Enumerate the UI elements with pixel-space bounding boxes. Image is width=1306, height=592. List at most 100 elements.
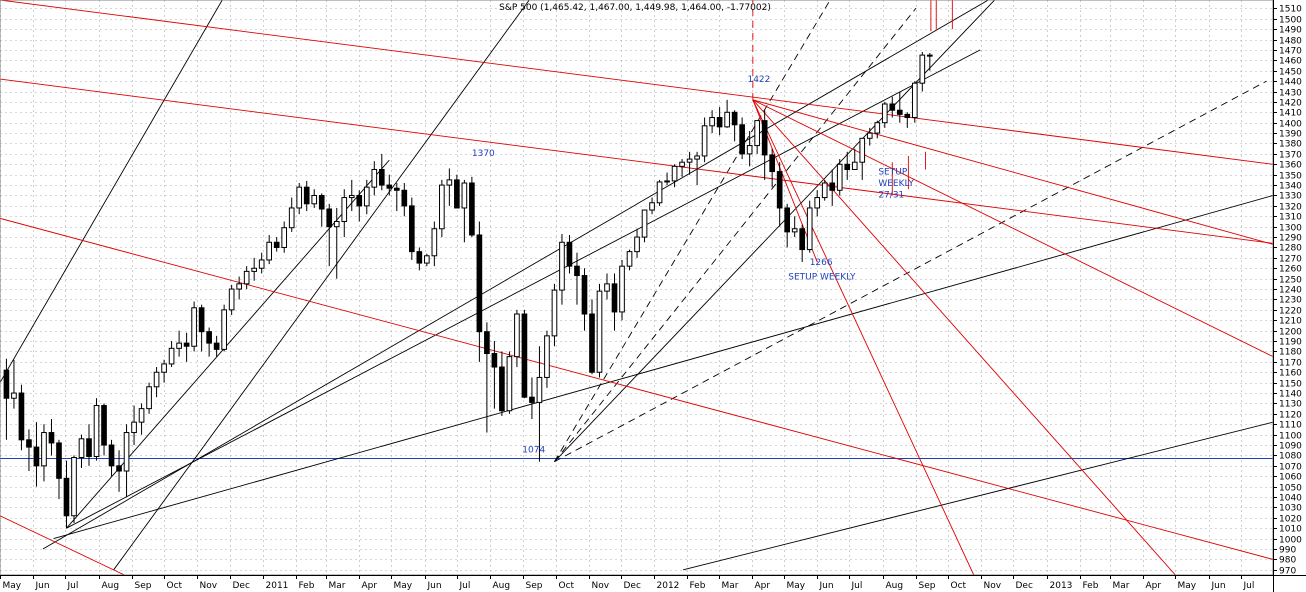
candle xyxy=(408,197,415,260)
candle xyxy=(161,359,167,383)
candle-body xyxy=(281,227,288,248)
x-tick-label: Jul xyxy=(1243,581,1255,591)
candle xyxy=(679,159,685,177)
candle-body xyxy=(3,369,10,399)
candle-body xyxy=(348,194,355,199)
x-tick-label: Aug xyxy=(493,581,511,591)
candle-body xyxy=(123,432,130,472)
trendline xyxy=(0,78,1273,244)
candle-body xyxy=(116,465,122,472)
candle xyxy=(881,101,888,128)
candle-body xyxy=(108,444,115,467)
candle-body xyxy=(454,179,460,209)
candle-body xyxy=(754,120,760,147)
trendline xyxy=(752,99,1273,245)
y-tick-label: 1040 xyxy=(1279,494,1302,504)
candle-body xyxy=(821,182,828,199)
candle xyxy=(664,172,670,186)
candle-body xyxy=(153,371,160,388)
candle xyxy=(829,169,836,206)
trendline xyxy=(0,217,1273,560)
x-tick-label: May xyxy=(394,581,413,591)
candle-body xyxy=(926,54,933,57)
candle xyxy=(904,112,911,128)
x-tick-label: Oct xyxy=(167,581,183,591)
y-tick-label: 1260 xyxy=(1279,265,1302,275)
candles xyxy=(3,51,933,529)
candle-body xyxy=(506,356,513,412)
candle-body xyxy=(701,125,708,157)
candle xyxy=(63,460,70,529)
candle-body xyxy=(333,220,340,228)
annotation-label: SETUP xyxy=(878,168,907,178)
candle xyxy=(78,434,85,468)
candle xyxy=(221,304,227,352)
candle-body xyxy=(664,180,670,183)
y-tick-label: 1240 xyxy=(1279,286,1302,296)
candle xyxy=(536,346,543,462)
x-tick-label: Jun xyxy=(427,581,442,591)
y-tick-label: 1100 xyxy=(1279,432,1302,442)
candle-body xyxy=(48,432,55,444)
candle xyxy=(461,179,468,243)
y-tick-label: 1200 xyxy=(1279,328,1302,338)
candle xyxy=(26,429,32,472)
candle-body xyxy=(619,265,625,313)
y-tick-label: 1230 xyxy=(1279,296,1302,306)
candle-body xyxy=(221,309,227,350)
candle xyxy=(101,403,107,456)
candle xyxy=(183,332,190,362)
x-tick-label: Mar xyxy=(722,581,739,591)
x-tick-label: Jun xyxy=(819,581,834,591)
trendline xyxy=(554,80,1267,463)
candle xyxy=(131,405,137,446)
candle xyxy=(333,207,340,279)
y-tick-label: 1390 xyxy=(1279,130,1302,140)
candle-body xyxy=(566,241,573,267)
candle-body xyxy=(724,111,730,128)
x-tick-label: Dec xyxy=(1016,581,1033,591)
candle xyxy=(228,284,235,316)
candle xyxy=(303,180,310,212)
candle xyxy=(784,203,791,248)
candle xyxy=(198,304,205,352)
y-tick-label: 1500 xyxy=(1279,16,1302,26)
candle xyxy=(596,283,603,378)
y-tick-label: 1430 xyxy=(1279,89,1302,99)
candle-body xyxy=(146,386,152,410)
candle xyxy=(3,358,10,440)
y-tick-label: 1050 xyxy=(1279,484,1302,494)
candle-body xyxy=(574,265,580,277)
y-tick-label: 1460 xyxy=(1279,57,1302,67)
candle xyxy=(701,117,708,163)
candle-body xyxy=(866,132,873,139)
candle xyxy=(401,183,408,217)
candle xyxy=(11,359,17,409)
candle-body xyxy=(378,168,385,186)
candle xyxy=(851,148,858,170)
y-tick-label: 1190 xyxy=(1279,338,1302,348)
candle-body xyxy=(596,290,603,373)
x-tick-label: Nov xyxy=(592,581,610,591)
candle xyxy=(296,183,303,215)
y-tick-label: 1340 xyxy=(1279,182,1302,192)
candle-body xyxy=(18,392,25,441)
candle xyxy=(626,249,633,271)
x-tick-label: Sep xyxy=(135,581,152,591)
y-tick-label: 1290 xyxy=(1279,234,1302,244)
candle xyxy=(33,422,40,487)
candle-body xyxy=(604,283,610,292)
trendline xyxy=(113,0,530,571)
x-tick-label: Jun xyxy=(35,581,50,591)
candle xyxy=(859,137,866,180)
candle xyxy=(656,179,663,206)
candle-body xyxy=(198,307,205,333)
candle-body xyxy=(529,396,535,403)
candle xyxy=(48,419,55,456)
candle xyxy=(514,309,520,368)
trendline xyxy=(53,195,1273,540)
candle-body xyxy=(484,331,490,355)
candle xyxy=(836,159,843,196)
x-tick-label: Aug xyxy=(102,581,120,591)
